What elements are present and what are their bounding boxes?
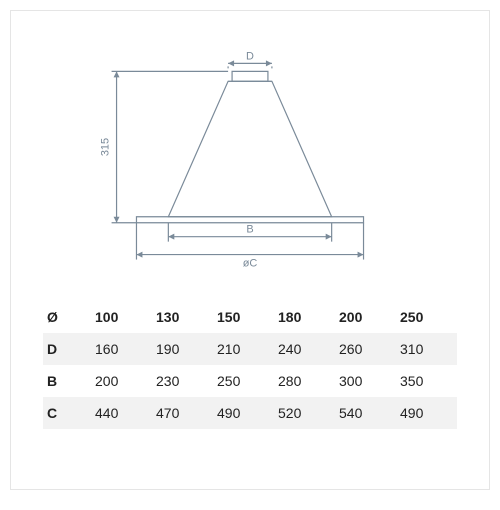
cell: 260 — [335, 333, 396, 365]
row-label: D — [43, 333, 91, 365]
cell: 230 — [152, 365, 213, 397]
cell: 490 — [396, 397, 457, 429]
svg-text:B: B — [246, 224, 253, 236]
svg-text:315: 315 — [100, 138, 112, 156]
cell: 470 — [152, 397, 213, 429]
cell: 350 — [396, 365, 457, 397]
cell: 280 — [274, 365, 335, 397]
cell: 190 — [152, 333, 213, 365]
header-diameter-symbol: Ø — [43, 301, 91, 333]
cell: 160 — [91, 333, 152, 365]
cell: 310 — [396, 333, 457, 365]
diagram-svg: D BøC 315 — [11, 11, 489, 301]
col-header: 150 — [213, 301, 274, 333]
col-header: 250 — [396, 301, 457, 333]
cell: 300 — [335, 365, 396, 397]
col-header: 200 — [335, 301, 396, 333]
technical-diagram: D BøC 315 — [11, 11, 489, 301]
row-label: C — [43, 397, 91, 429]
cell: 250 — [213, 365, 274, 397]
cell: 490 — [213, 397, 274, 429]
cell: 200 — [91, 365, 152, 397]
row-label: B — [43, 365, 91, 397]
cell: 210 — [213, 333, 274, 365]
svg-text:øC: øC — [243, 258, 258, 270]
spec-card: DBøC315 Ø 100 130 150 180 200 250 D 160 — [10, 10, 490, 490]
dimensions-table-area: Ø 100 130 150 180 200 250 D 160 190 210 … — [11, 301, 489, 489]
cell: 540 — [335, 397, 396, 429]
cell: 440 — [91, 397, 152, 429]
col-header: 130 — [152, 301, 213, 333]
table-row: D 160 190 210 240 260 310 — [43, 333, 457, 365]
col-header: 100 — [91, 301, 152, 333]
col-header: 180 — [274, 301, 335, 333]
table-header-row: Ø 100 130 150 180 200 250 — [43, 301, 457, 333]
cell: 240 — [274, 333, 335, 365]
table-row: C 440 470 490 520 540 490 — [43, 397, 457, 429]
cell: 520 — [274, 397, 335, 429]
table-row: B 200 230 250 280 300 350 — [43, 365, 457, 397]
svg-text:D: D — [246, 50, 254, 62]
dimensions-table: Ø 100 130 150 180 200 250 D 160 190 210 … — [43, 301, 457, 429]
